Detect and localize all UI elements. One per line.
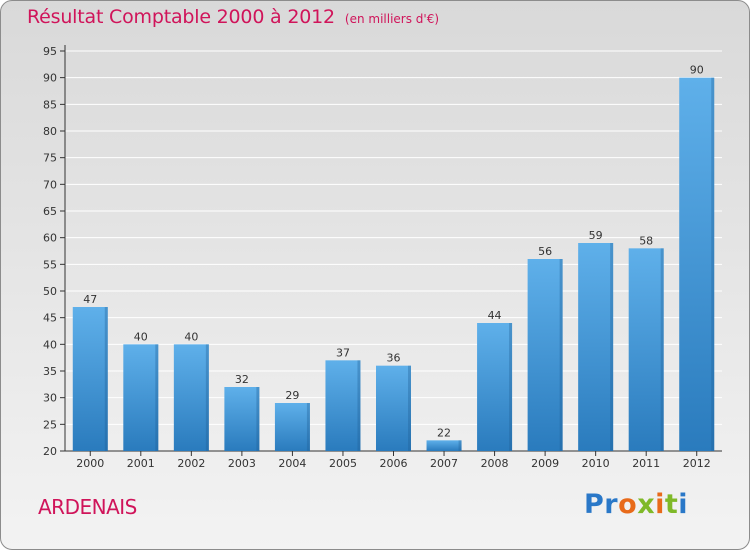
bar-shade-2009 xyxy=(559,259,563,451)
y-tick-label: 60 xyxy=(43,232,57,245)
proxiti-logo[interactable]: Proxiti xyxy=(584,489,688,520)
logo-letter: i xyxy=(655,489,665,520)
data-label-2007: 22 xyxy=(437,426,451,439)
bar-2010 xyxy=(578,243,614,451)
logo-letter: t xyxy=(664,489,679,520)
data-label-2001: 40 xyxy=(134,330,148,343)
x-tick-label-2005: 2005 xyxy=(329,457,357,470)
bar-2002 xyxy=(173,344,209,451)
y-tick-label: 40 xyxy=(43,338,57,351)
data-label-2010: 59 xyxy=(589,229,603,242)
data-label-2003: 32 xyxy=(235,373,249,386)
y-tick-label: 80 xyxy=(43,125,57,138)
bar-shade-2007 xyxy=(458,440,462,451)
y-tick-label: 20 xyxy=(43,445,57,458)
y-tick-label: 45 xyxy=(43,312,57,325)
bar-shade-2004 xyxy=(306,403,310,451)
logo-letter: r xyxy=(604,489,619,520)
y-tick-label: 90 xyxy=(43,72,57,85)
x-tick-label-2001: 2001 xyxy=(127,457,155,470)
x-tick-label-2009: 2009 xyxy=(531,457,559,470)
logo-letter: o xyxy=(618,489,638,520)
bar-2012 xyxy=(679,77,715,452)
x-tick-label-2010: 2010 xyxy=(582,457,610,470)
y-tick-label: 70 xyxy=(43,178,57,191)
y-tick-label: 35 xyxy=(43,365,57,378)
bar-2011 xyxy=(628,248,664,451)
bar-shade-2008 xyxy=(509,323,513,451)
bar-2008 xyxy=(477,323,513,451)
bar-shade-2002 xyxy=(205,344,209,451)
data-label-2000: 47 xyxy=(83,293,97,306)
y-tick-label: 30 xyxy=(43,392,57,405)
x-tick-label-2000: 2000 xyxy=(76,457,104,470)
y-tick-label: 50 xyxy=(43,285,57,298)
data-label-2006: 36 xyxy=(387,352,401,365)
y-tick-label: 95 xyxy=(43,45,57,58)
bar-2009 xyxy=(527,259,563,451)
bar-2005 xyxy=(325,360,361,451)
data-label-2004: 29 xyxy=(285,389,299,402)
bar-2004 xyxy=(274,403,310,451)
y-tick-label: 25 xyxy=(43,418,57,431)
bar-2007 xyxy=(426,440,462,451)
chart-title-area: Résultat Comptable 2000 à 2012 (en millie… xyxy=(27,6,439,28)
logo-letter: P xyxy=(584,489,605,520)
data-label-2009: 56 xyxy=(538,245,552,258)
y-tick-label: 65 xyxy=(43,205,57,218)
x-tick-label-2012: 2012 xyxy=(683,457,711,470)
data-label-2012: 90 xyxy=(690,64,704,77)
y-tick-label: 75 xyxy=(43,152,57,165)
bar-shade-2000 xyxy=(104,307,108,451)
logo-letter: i xyxy=(678,489,689,520)
chart-title: Résultat Comptable 2000 à 2012 xyxy=(27,6,335,28)
bar-2003 xyxy=(224,387,260,451)
bars xyxy=(72,77,715,452)
x-tick-label-2011: 2011 xyxy=(632,457,660,470)
chart-subtitle: (en milliers d'€) xyxy=(344,12,440,26)
x-tick-label-2007: 2007 xyxy=(430,457,458,470)
bar-shade-2001 xyxy=(155,344,159,451)
x-tick-label-2002: 2002 xyxy=(177,457,205,470)
x-tick-label-2006: 2006 xyxy=(380,457,408,470)
data-label-2005: 37 xyxy=(336,346,350,359)
x-tick-label-2004: 2004 xyxy=(278,457,306,470)
y-tick-label: 85 xyxy=(43,98,57,111)
bar-shade-2012 xyxy=(711,77,715,452)
data-label-2011: 58 xyxy=(639,234,653,247)
x-tick-label-2003: 2003 xyxy=(228,457,256,470)
bar-shade-2006 xyxy=(408,365,411,451)
data-label-2002: 40 xyxy=(184,330,198,343)
bar-2001 xyxy=(123,344,159,451)
data-label-2008: 44 xyxy=(488,309,502,322)
bar-shade-2010 xyxy=(610,243,614,451)
y-tick-label: 55 xyxy=(43,258,57,271)
bar-shade-2011 xyxy=(660,248,664,451)
town-name: ARDENAIS xyxy=(38,495,137,519)
bar-shade-2003 xyxy=(256,387,260,451)
logo-letter: x xyxy=(637,489,656,520)
bar-2006 xyxy=(376,365,411,451)
bar-shade-2005 xyxy=(357,360,361,451)
x-tick-label-2008: 2008 xyxy=(481,457,509,470)
labels: 20 25 30 35 40 45 50 55 60 65 70 75 80 85 90 95 47 2000 40… xyxy=(43,45,711,470)
bar-2000 xyxy=(72,307,108,451)
